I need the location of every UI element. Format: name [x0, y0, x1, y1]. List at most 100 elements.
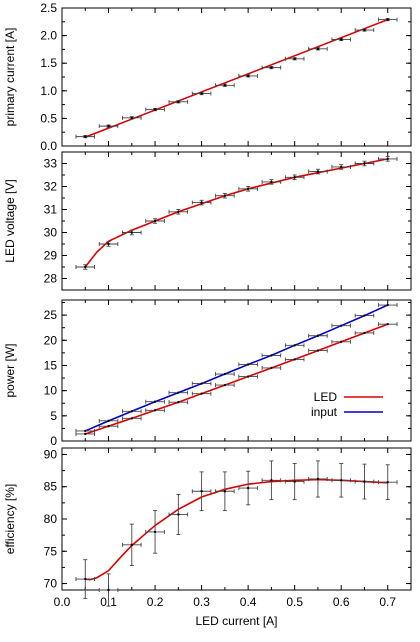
data-point: [177, 100, 180, 104]
panel-2: 28 29 30 31 32 33 LED voltage [V]: [3, 151, 412, 291]
data-point: [84, 577, 87, 581]
led-series-line: [85, 323, 389, 435]
data-point: [340, 165, 343, 169]
x-tick-label: 0.0: [54, 595, 71, 609]
data-point: [270, 180, 273, 184]
y-tick-label: 85: [44, 480, 58, 494]
legend-label-led: LED: [314, 390, 338, 404]
data-point: [270, 66, 273, 69]
data-point: [177, 513, 180, 516]
data-point: [177, 401, 180, 404]
y-tick-label: 0.5: [40, 111, 57, 125]
y-tick-label: 0: [50, 434, 57, 448]
y-tick-label: 32: [44, 180, 58, 194]
x-tick-label: 0.3: [193, 595, 210, 609]
data-point: [386, 303, 389, 307]
data-point: [363, 162, 366, 165]
y-axis-label: LED voltage [V]: [3, 179, 17, 262]
y-tick-label: 30: [44, 226, 58, 240]
data-point: [84, 135, 87, 138]
y-tick-label: 29: [44, 249, 58, 263]
y-tick-label: 2.0: [40, 29, 57, 43]
y-axis-label: power [W]: [3, 343, 17, 397]
data-point: [153, 409, 157, 412]
x-tick-label: 0.4: [240, 595, 257, 609]
data-point: [293, 57, 296, 60]
data-point: [316, 170, 320, 173]
data-point: [84, 429, 87, 433]
y-tick-label: 28: [44, 272, 58, 286]
data-point: [223, 84, 227, 87]
data-point: [223, 194, 227, 197]
data-point: [153, 219, 157, 223]
data-point: [200, 201, 203, 204]
legend-label-input: input: [311, 405, 338, 419]
y-tick-label: 75: [44, 544, 58, 558]
y-tick-label: 25: [44, 308, 58, 322]
data-point: [293, 344, 296, 347]
data-point: [246, 74, 250, 78]
y-tick-label: 15: [44, 358, 58, 372]
data-point: [316, 334, 320, 337]
data-point: [363, 28, 366, 32]
x-tick-label: 0.5: [286, 595, 303, 609]
y-tick-label: 5: [50, 409, 57, 423]
data-point: [316, 47, 320, 51]
data-point: [200, 382, 203, 385]
data-point: [270, 366, 273, 370]
data-point: [177, 210, 180, 213]
data-point: [386, 157, 389, 161]
data-point: [363, 480, 366, 483]
fit-series-line: [84, 18, 389, 138]
data-point: [107, 588, 110, 592]
data-point: [223, 383, 227, 387]
data-point: [340, 324, 343, 327]
data-point: [153, 400, 157, 403]
data-point: [246, 375, 250, 378]
data-point: [386, 18, 389, 21]
data-point: [340, 38, 343, 41]
data-point: [270, 354, 273, 357]
input-series-line: [84, 304, 389, 432]
data-point: [130, 410, 133, 413]
data-point: [363, 314, 366, 317]
y-tick-label: 20: [44, 333, 58, 347]
data-point: [130, 543, 133, 547]
data-point: [153, 530, 157, 534]
plot-frame: [61, 299, 412, 442]
data-point: [340, 340, 343, 343]
y-tick-label: 1.5: [40, 56, 57, 70]
data-point: [340, 479, 343, 482]
data-point: [293, 176, 296, 179]
data-point: [200, 92, 203, 95]
data-point: [130, 417, 133, 420]
data-point: [107, 419, 110, 423]
data-point: [107, 424, 110, 428]
data-point: [363, 331, 366, 335]
data-point: [200, 490, 203, 493]
y-tick-label: 0.0: [40, 139, 57, 153]
data-point: [246, 187, 250, 190]
data-point: [107, 124, 110, 128]
panel-1: 0.0 0.5 1.0 1.5 2.0 2.5 primary current [A]: [3, 1, 412, 153]
y-axis-label: efficiency [%]: [3, 484, 17, 554]
fit-series-line: [84, 158, 388, 268]
data-point: [386, 481, 389, 484]
data-point: [293, 358, 296, 361]
plot-frame: [61, 151, 412, 291]
y-tick-label: 33: [44, 157, 58, 171]
data-point: [84, 432, 87, 436]
data-point: [386, 322, 389, 326]
data-point: [293, 480, 296, 483]
fit-series-line: [85, 478, 388, 581]
data-point: [84, 265, 87, 269]
y-tick-label: 70: [44, 577, 58, 591]
y-tick-label: 90: [44, 447, 58, 461]
data-point: [270, 479, 273, 482]
data-point: [130, 116, 133, 120]
y-tick-label: 1.0: [40, 84, 57, 98]
